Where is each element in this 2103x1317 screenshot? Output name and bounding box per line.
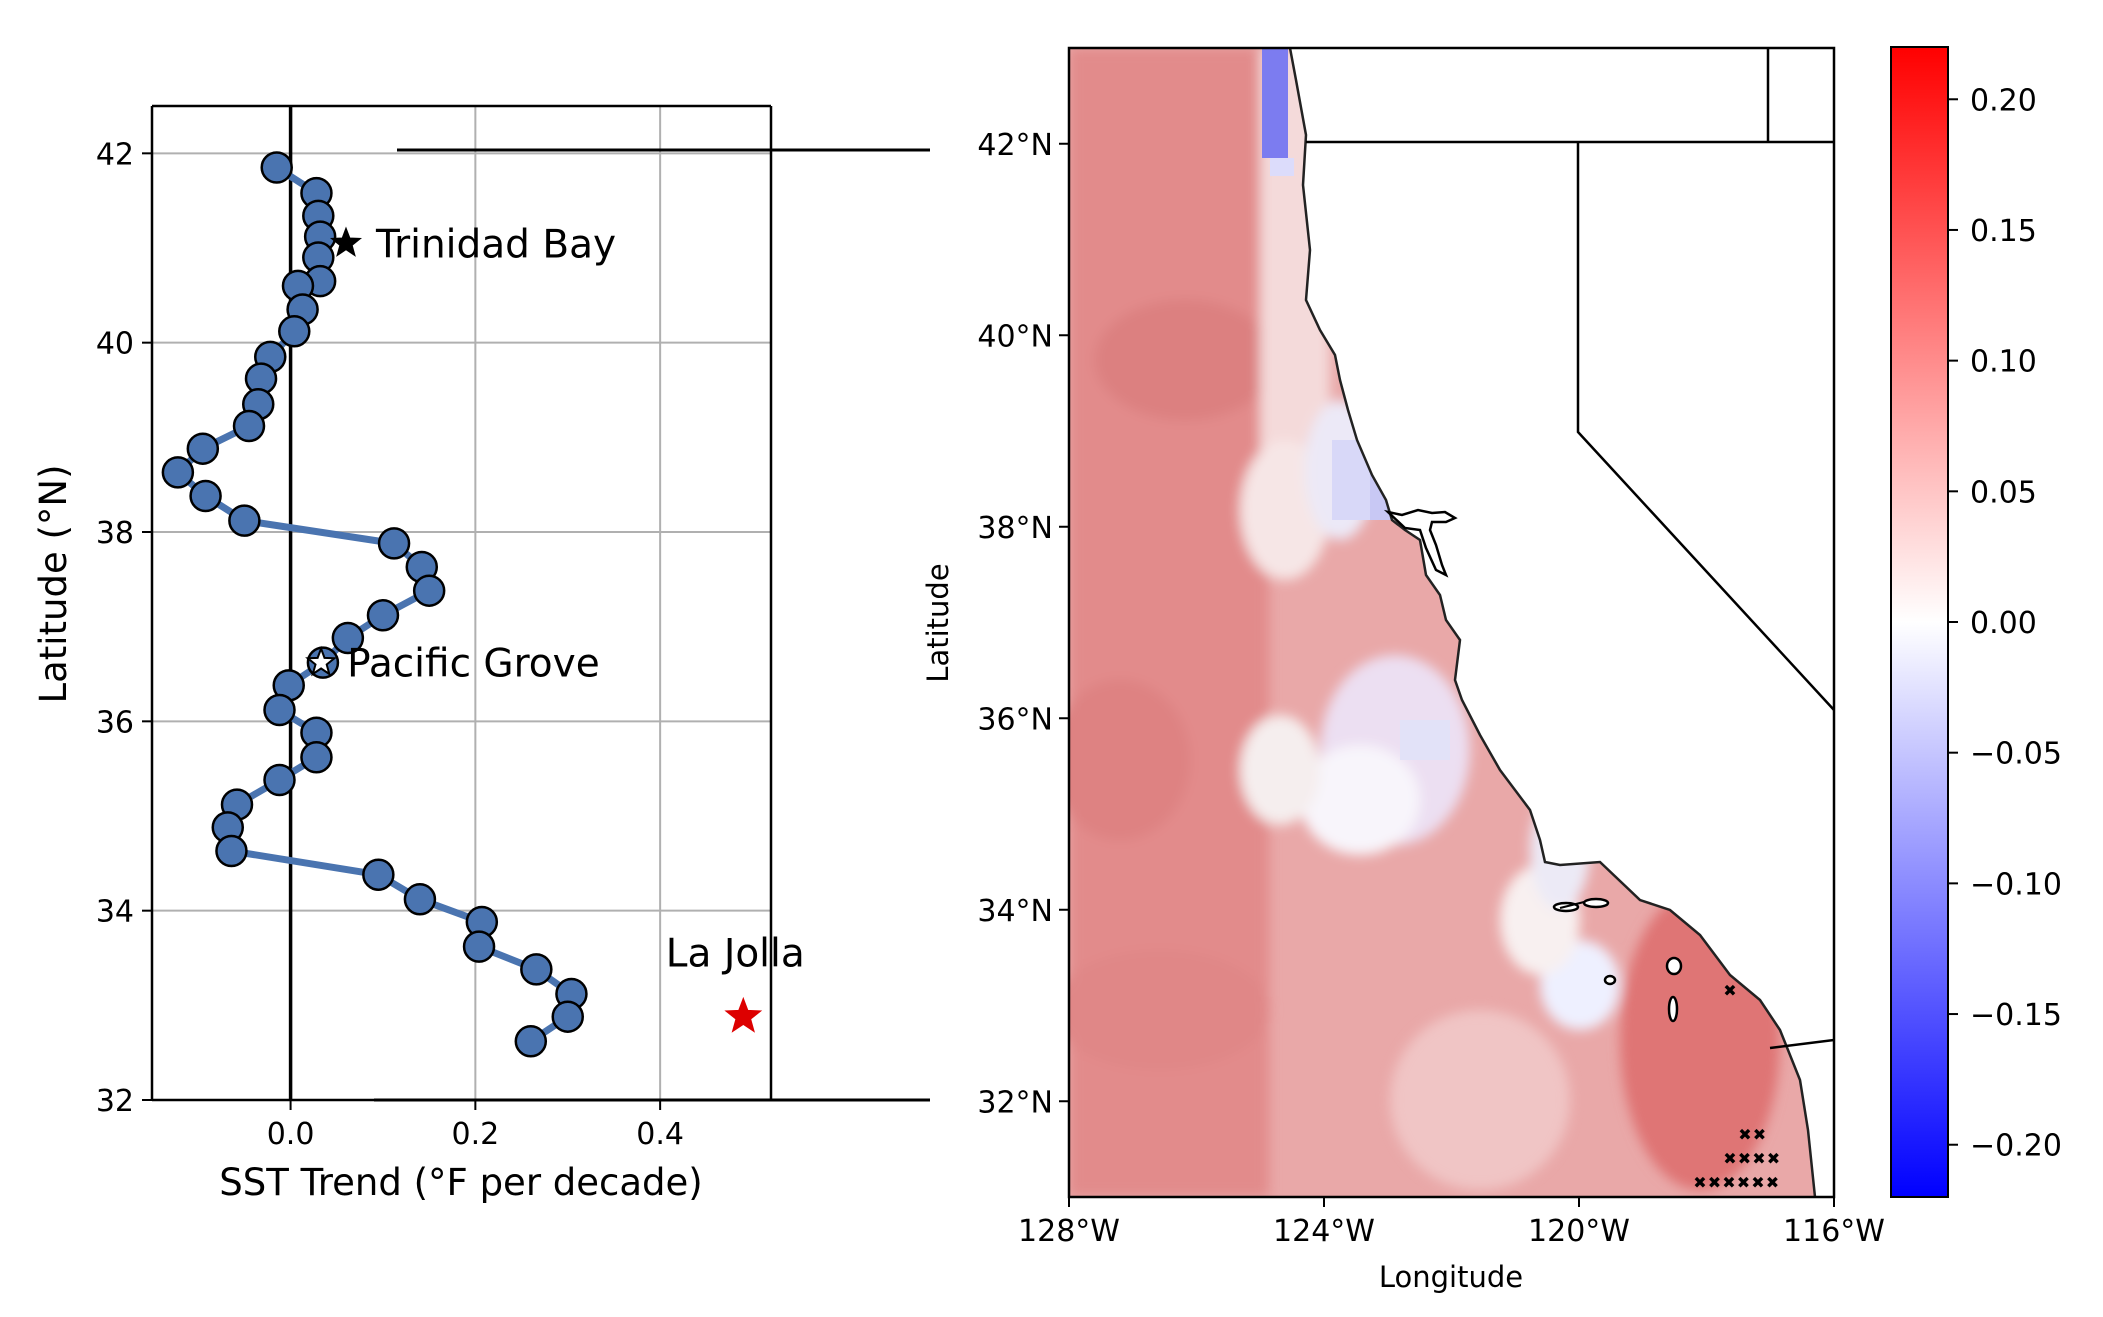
data-point — [228, 504, 261, 537]
sf-bay-outline — [1383, 508, 1458, 578]
colorbar-tick-label: 0.15 — [1970, 214, 2037, 249]
x-axis-label: SST Trend (°F per decade) — [219, 1161, 703, 1204]
colorbar-tick-label: −0.15 — [1970, 998, 2062, 1033]
y-tick-label: 36 — [96, 705, 134, 740]
map-frame — [1067, 46, 1836, 1199]
colorbar-tick-label: −0.05 — [1970, 737, 2062, 772]
significance-marker: ✖ — [1738, 1149, 1751, 1168]
site-annotations: Trinidad Bay Pacific Grove La Jolla — [305, 222, 805, 1033]
significance-marker: ✖ — [1723, 981, 1736, 1000]
x-axis-ticks: 0.0 0.2 0.4 — [267, 1100, 684, 1152]
significance-marker: ✖ — [1723, 1149, 1736, 1168]
latitude-tick-label: 42°N — [977, 128, 1053, 163]
significance-marker: ✖ — [1737, 1173, 1750, 1192]
significance-marker: ✖ — [1753, 1125, 1766, 1144]
data-point — [300, 741, 333, 774]
longitude-tick-label: 128°W — [1018, 1214, 1120, 1249]
data-point — [403, 883, 437, 916]
colorbar-tick-label: −0.20 — [1970, 1129, 2062, 1164]
latitude-tick-label: 38°N — [977, 511, 1053, 546]
significance-marker: ✖ — [1751, 1173, 1764, 1192]
longitude-tick-label: 124°W — [1273, 1214, 1375, 1249]
map-latitude-ticks: 32°N 34°N 36°N 38°N 40°N 42°N — [977, 128, 1069, 1120]
latitude-tick-label: 36°N — [977, 702, 1053, 737]
map-y-axis-label: Latitude — [921, 563, 955, 682]
northern-cool-cells — [1262, 48, 1288, 158]
colorbar-tick-label: 0.20 — [1970, 83, 2037, 118]
latitude-tick-label: 32°N — [977, 1085, 1053, 1120]
state-border — [1576, 142, 1834, 711]
data-point — [366, 599, 400, 632]
colorbar-tick-label: −0.10 — [1970, 867, 2062, 902]
significance-markers: ✖✖ ✖✖ ✖ ✖ ✖✖ ✖ ✖ ✖ ✖ ✖ — [1693, 981, 1780, 1192]
data-point — [278, 315, 311, 348]
significance-marker: ✖ — [1766, 1173, 1779, 1192]
island — [1603, 974, 1617, 986]
y-axis-ticks: 32 34 36 38 40 42 — [96, 137, 152, 1119]
data-point — [189, 479, 222, 513]
sst-trend-profile-chart: Trinidad Bay Pacific Grove La Jolla 0.0 0.2… — [32, 104, 930, 1204]
land-mass — [1290, 48, 1834, 1197]
significance-marker: ✖ — [1767, 1149, 1780, 1168]
longitude-tick-label: 120°W — [1528, 1214, 1630, 1249]
data-point — [377, 527, 411, 560]
site-label: Trinidad Bay — [375, 222, 616, 267]
data-point — [331, 621, 365, 655]
data-point — [260, 151, 293, 184]
x-tick-label: 0.2 — [451, 1117, 499, 1152]
significance-marker: ✖ — [1708, 1173, 1721, 1192]
latitude-tick-label: 34°N — [977, 894, 1053, 929]
significance-marker: ✖ — [1722, 1173, 1735, 1192]
data-point — [161, 456, 195, 489]
colorbar-ticks: 0.20 0.15 0.10 0.05 0.00 −0.05 −0.10 −0.15 −0.20 — [1948, 83, 2062, 1164]
colorbar-tick-label: 0.00 — [1970, 606, 2037, 641]
x-tick-label: 0.4 — [636, 1117, 684, 1152]
data-point — [232, 409, 266, 443]
data-point — [412, 574, 446, 607]
sst-trend-map: ✖✖ ✖✖ ✖ ✖ ✖✖ ✖ ✖ ✖ ✖ ✖ 128°W 124°W 120°W 116°W 32°N3… — [921, 46, 1885, 1294]
x-tick-label: 0.0 — [267, 1117, 315, 1152]
significance-marker: ✖ — [1738, 1125, 1751, 1144]
site-label: Pacific Grove — [347, 642, 600, 687]
colorbar-tick-label: 0.05 — [1970, 475, 2037, 510]
mexico-border — [1769, 1038, 1834, 1050]
series-latitude-profile — [161, 151, 588, 1058]
data-point — [514, 1025, 548, 1058]
longitude-tick-label: 116°W — [1783, 1214, 1885, 1249]
data-point — [520, 953, 553, 986]
site-star-marker — [305, 645, 338, 677]
data-point — [462, 930, 496, 963]
data-point — [263, 693, 296, 727]
colorbar: 0.20 0.15 0.10 0.05 0.00 −0.05 −0.10 −0.15 −0.20 — [1890, 46, 2062, 1198]
site-star-marker — [329, 226, 363, 257]
data-point — [215, 834, 248, 868]
coastline — [1288, 48, 1817, 1197]
map-longitude-ticks: 128°W 124°W 120°W 116°W — [1018, 1197, 1885, 1249]
y-tick-label: 42 — [96, 137, 134, 172]
latitude-tick-label: 40°N — [977, 319, 1053, 354]
island — [1667, 995, 1679, 1023]
map-x-axis-label: Longitude — [1379, 1260, 1523, 1294]
y-tick-label: 40 — [96, 327, 134, 362]
y-tick-label: 38 — [96, 516, 134, 551]
y-tick-label: 34 — [96, 895, 134, 930]
colorbar-tick-label: 0.10 — [1970, 345, 2037, 380]
colorbar-gradient — [1890, 46, 1949, 1198]
central-cool-cells — [1400, 720, 1450, 760]
significance-marker: ✖ — [1752, 1149, 1765, 1168]
data-point — [362, 858, 395, 891]
site-star-marker — [724, 996, 763, 1033]
data-point — [263, 763, 296, 797]
site-label: La Jolla — [666, 932, 805, 977]
island — [1582, 897, 1610, 909]
data-point — [551, 1000, 584, 1033]
trend-field-patches — [1069, 48, 1780, 1197]
data-point — [186, 432, 220, 465]
significance-marker: ✖ — [1693, 1173, 1706, 1192]
y-tick-label: 32 — [96, 1084, 134, 1119]
y-axis-label: Latitude (°N) — [32, 464, 75, 703]
island — [1665, 956, 1683, 976]
